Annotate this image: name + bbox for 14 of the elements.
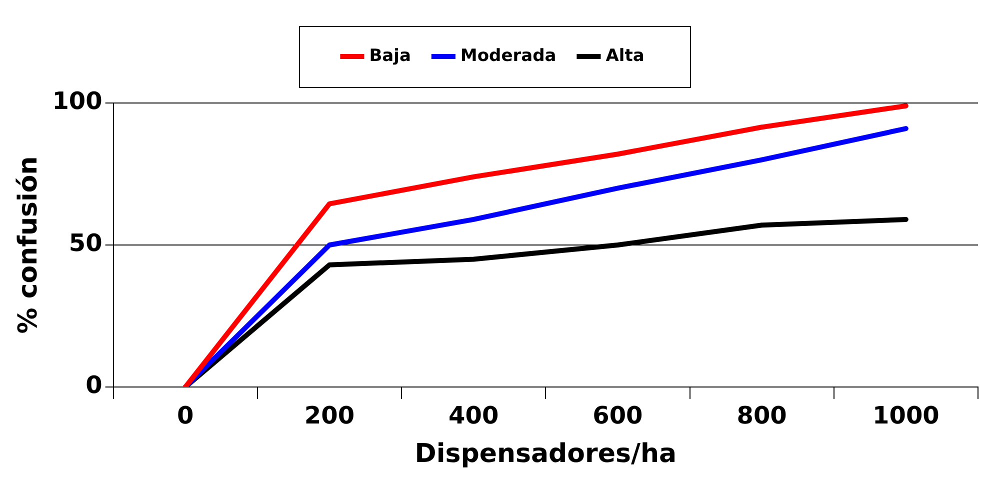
y-axis-title: % confusión [13, 156, 44, 334]
y-tick-label: 0 [86, 371, 102, 400]
legend-label: Baja [369, 46, 411, 66]
x-axis-title: Dispensadores/ha [414, 439, 676, 470]
y-tick-label: 100 [52, 87, 102, 116]
x-tick-label: 600 [592, 402, 643, 430]
legend-label: Alta [606, 46, 644, 66]
x-tick-label: 0 [177, 402, 194, 430]
x-tick-label: 800 [736, 402, 787, 430]
legend-label: Moderada [460, 46, 556, 66]
x-tick-label: 400 [448, 402, 499, 430]
y-tick-label: 50 [68, 229, 102, 258]
x-tick-label: 200 [304, 402, 355, 430]
x-tick-label: 1000 [872, 402, 940, 430]
